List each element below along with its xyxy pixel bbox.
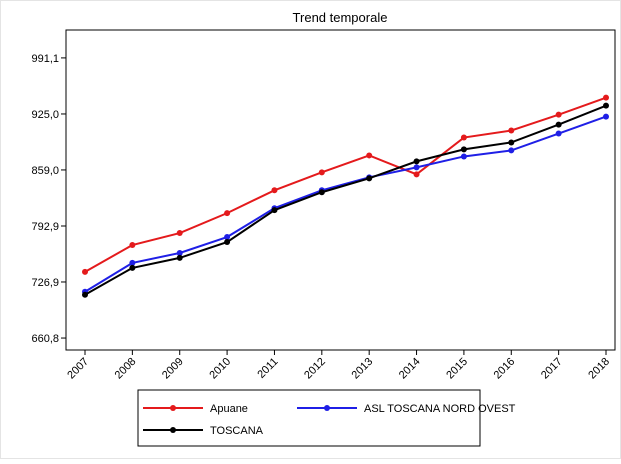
y-tick-label: 859,0	[31, 165, 59, 177]
point	[603, 102, 609, 109]
point	[508, 139, 515, 146]
point	[82, 268, 88, 275]
series-line	[84, 96, 607, 273]
point	[413, 158, 420, 165]
point	[129, 264, 136, 271]
point	[413, 171, 420, 178]
point	[129, 259, 136, 266]
point	[82, 291, 88, 298]
point	[555, 111, 562, 118]
legend-marker	[324, 405, 330, 411]
point	[318, 189, 325, 196]
y-tick-label: 925,0	[31, 109, 59, 121]
point	[555, 121, 562, 128]
point	[413, 164, 420, 171]
legend	[137, 389, 481, 447]
point	[176, 249, 183, 256]
point	[271, 207, 278, 214]
plot-area	[65, 29, 616, 351]
y-tick-label: 726,9	[31, 277, 59, 289]
y-tick-label: 991,1	[31, 53, 59, 65]
point	[129, 242, 136, 249]
point	[271, 187, 278, 194]
point	[176, 254, 183, 261]
point	[224, 210, 231, 217]
point	[603, 113, 609, 120]
legend-marker	[170, 427, 176, 433]
point	[508, 127, 515, 134]
point	[366, 152, 373, 159]
legend-label: Apuane	[210, 403, 248, 415]
legend-label: ASL TOSCANA NORD OVEST	[364, 403, 516, 415]
y-tick-label: 792,9	[31, 221, 59, 233]
legend-marker	[170, 405, 176, 411]
y-tick-label: 660,8	[31, 333, 59, 345]
chart-title: Trend temporale	[293, 10, 388, 25]
point	[603, 94, 609, 101]
point	[460, 146, 467, 153]
series-line	[84, 104, 607, 296]
point	[508, 147, 515, 154]
point	[176, 230, 183, 237]
legend-label: TOSCANA	[210, 425, 264, 437]
point	[224, 239, 231, 246]
point	[366, 175, 373, 182]
point	[318, 169, 325, 176]
point	[224, 234, 231, 241]
point	[555, 130, 562, 137]
series-line	[84, 115, 607, 293]
point	[460, 134, 467, 141]
point	[460, 153, 467, 160]
